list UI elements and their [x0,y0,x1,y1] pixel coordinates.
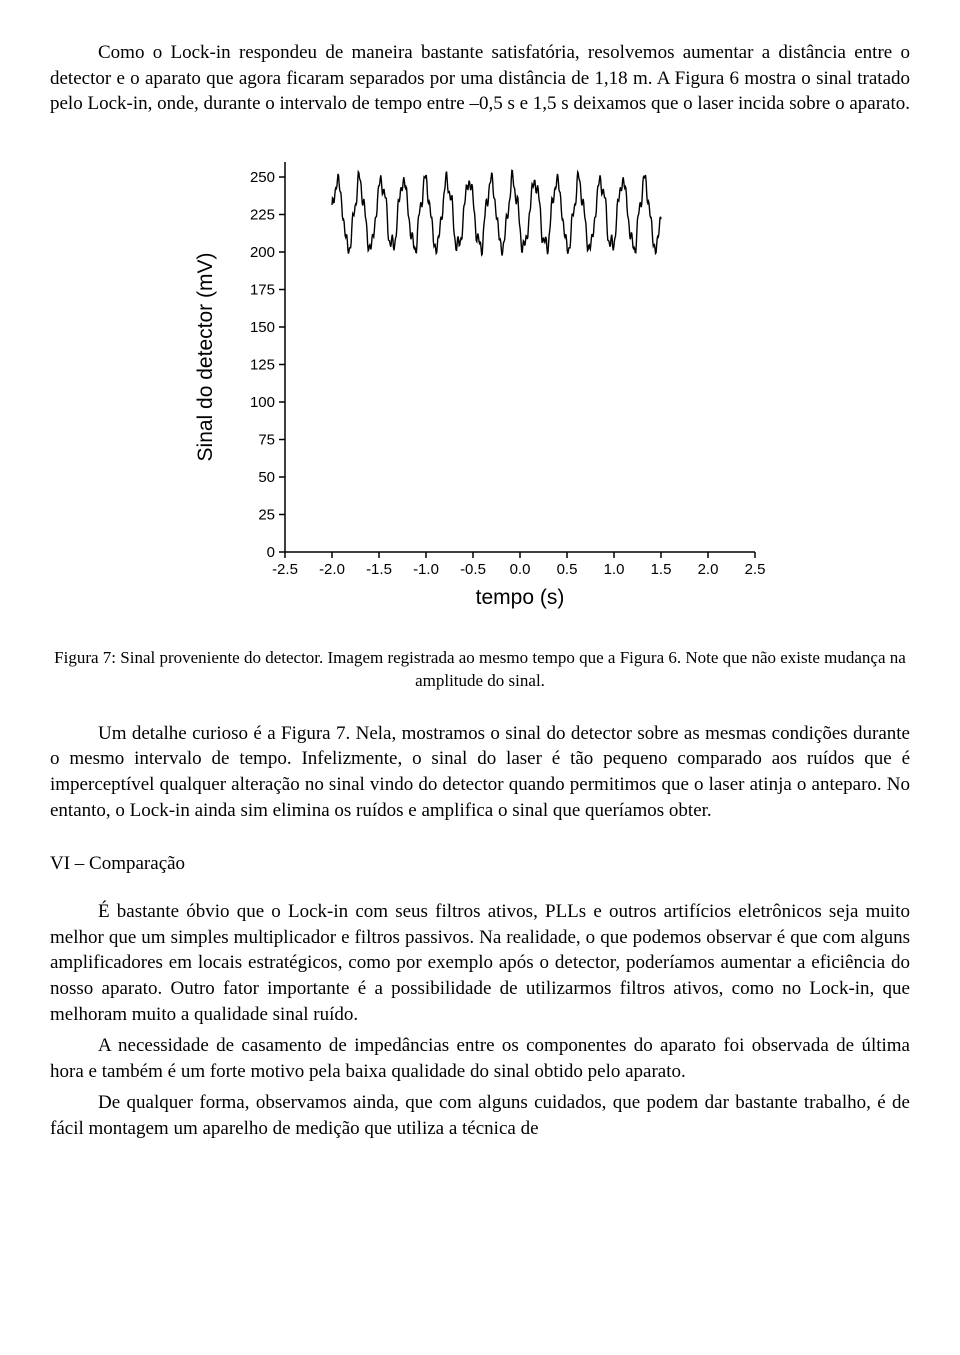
svg-text:225: 225 [250,206,275,223]
svg-text:200: 200 [250,244,275,261]
svg-text:-2.5: -2.5 [272,561,298,578]
svg-text:2.0: 2.0 [698,561,719,578]
svg-text:50: 50 [258,469,275,486]
detector-signal-chart: 0 25 50 75 100 125 150 175 200 225 250 -2.5 -2.0 -1.5… [190,147,770,627]
svg-text:Sinal do detector (mV): Sinal do detector (mV) [194,252,217,461]
paragraph-5: De qualquer forma, observamos ainda, que… [50,1090,910,1141]
section-heading: VI – Comparação [50,851,910,877]
figure-caption: Figura 7: Sinal proveniente do detector.… [50,647,910,693]
svg-text:75: 75 [258,431,275,448]
svg-text:-1.5: -1.5 [366,561,392,578]
chart-svg: 0 25 50 75 100 125 150 175 200 225 250 -2.5 -2.0 -1.5… [190,147,770,627]
svg-text:0: 0 [267,544,275,561]
svg-text:0.5: 0.5 [557,561,578,578]
svg-text:250: 250 [250,169,275,186]
svg-text:125: 125 [250,356,275,373]
svg-text:-2.0: -2.0 [319,561,345,578]
paragraph-2: Um detalhe curioso é a Figura 7. Nela, m… [50,721,910,824]
svg-text:1.5: 1.5 [651,561,672,578]
svg-text:25: 25 [258,506,275,523]
paragraph-4: A necessidade de casamento de impedância… [50,1033,910,1084]
svg-text:1.0: 1.0 [604,561,625,578]
svg-text:-0.5: -0.5 [460,561,486,578]
paragraph-3: É bastante óbvio que o Lock-in com seus … [50,899,910,1027]
svg-text:175: 175 [250,281,275,298]
svg-text:2.5: 2.5 [745,561,766,578]
svg-text:0.0: 0.0 [510,561,531,578]
svg-text:150: 150 [250,319,275,336]
svg-text:tempo (s): tempo (s) [476,586,565,609]
paragraph-1: Como o Lock-in respondeu de maneira bast… [50,40,910,117]
svg-text:100: 100 [250,394,275,411]
svg-text:-1.0: -1.0 [413,561,439,578]
